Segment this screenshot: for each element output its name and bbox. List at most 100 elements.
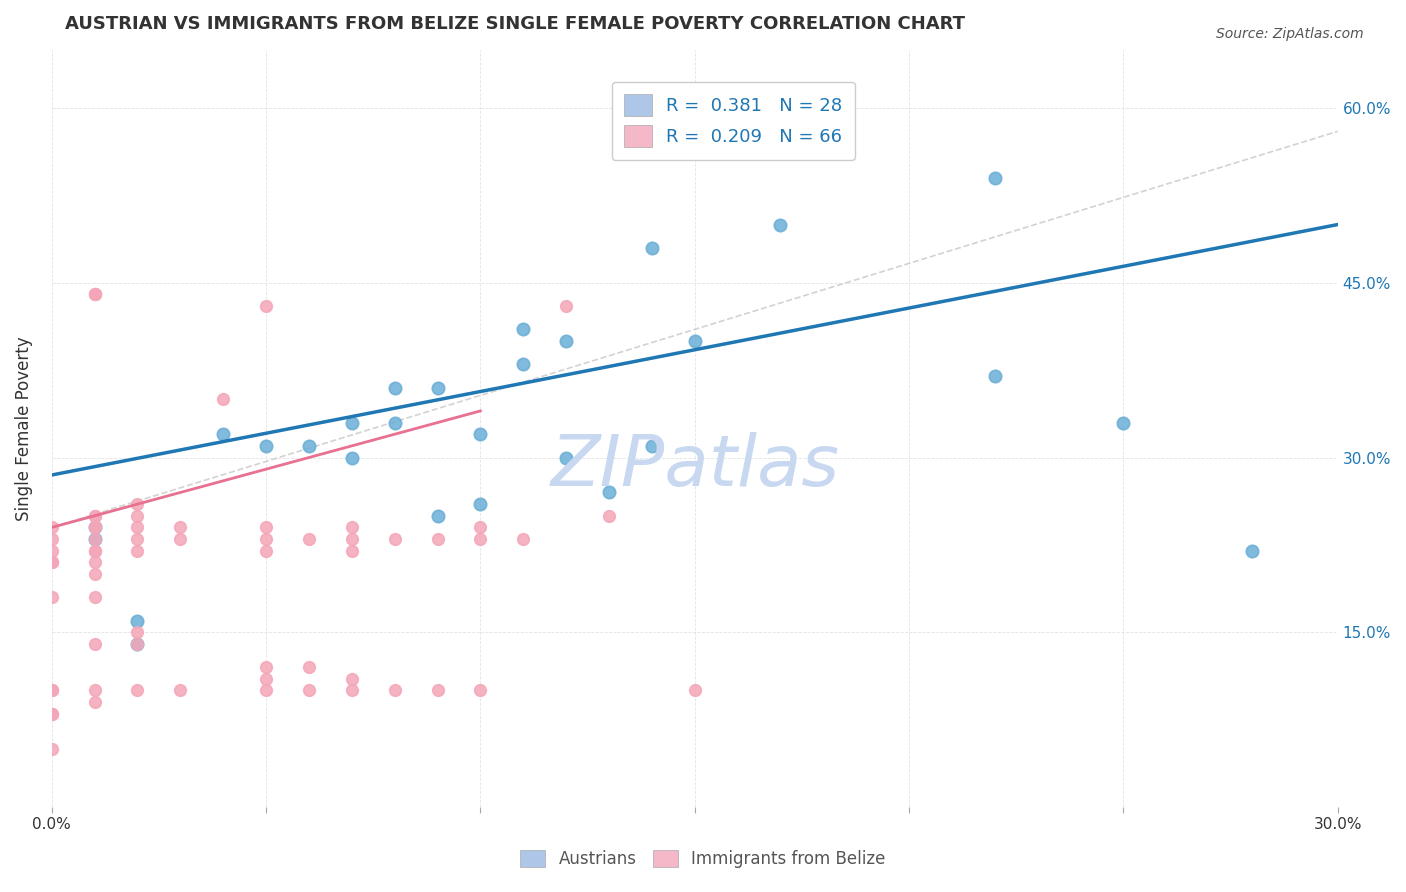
Point: [254, 543, 277, 558]
Point: [470, 683, 492, 698]
Point: [83, 287, 105, 301]
Point: [384, 416, 406, 430]
Point: [83, 287, 105, 301]
Point: [426, 381, 449, 395]
Point: [340, 520, 363, 534]
Point: [169, 520, 191, 534]
Point: [41, 520, 63, 534]
Point: [212, 427, 235, 442]
Point: [384, 381, 406, 395]
Point: [298, 660, 321, 674]
Point: [41, 543, 63, 558]
Point: [470, 497, 492, 511]
Point: [555, 334, 578, 348]
Point: [426, 683, 449, 698]
Y-axis label: Single Female Poverty: Single Female Poverty: [15, 336, 32, 521]
Point: [127, 625, 149, 640]
Text: Source: ZipAtlas.com: Source: ZipAtlas.com: [1216, 27, 1364, 41]
Point: [83, 520, 105, 534]
Point: [340, 532, 363, 546]
Point: [127, 637, 149, 651]
Point: [254, 660, 277, 674]
Point: [384, 532, 406, 546]
Point: [254, 532, 277, 546]
Point: [41, 683, 63, 698]
Point: [83, 287, 105, 301]
Point: [41, 532, 63, 546]
Point: [641, 241, 664, 255]
Point: [41, 741, 63, 756]
Point: [470, 427, 492, 442]
Point: [555, 299, 578, 313]
Point: [384, 683, 406, 698]
Point: [1240, 543, 1263, 558]
Point: [83, 543, 105, 558]
Point: [83, 695, 105, 709]
Text: ZIPatlas: ZIPatlas: [550, 432, 839, 500]
Point: [254, 520, 277, 534]
Point: [83, 520, 105, 534]
Point: [127, 637, 149, 651]
Point: [127, 683, 149, 698]
Point: [340, 683, 363, 698]
Point: [83, 532, 105, 546]
Text: AUSTRIAN VS IMMIGRANTS FROM BELIZE SINGLE FEMALE POVERTY CORRELATION CHART: AUSTRIAN VS IMMIGRANTS FROM BELIZE SINGL…: [65, 15, 965, 33]
Point: [769, 218, 792, 232]
Point: [254, 439, 277, 453]
Point: [83, 532, 105, 546]
Point: [254, 672, 277, 686]
Point: [1112, 416, 1135, 430]
Point: [340, 416, 363, 430]
Point: [127, 543, 149, 558]
Point: [598, 485, 620, 500]
Point: [212, 392, 235, 407]
Point: [298, 683, 321, 698]
Legend: Austrians, Immigrants from Belize: Austrians, Immigrants from Belize: [513, 843, 893, 875]
Point: [641, 439, 664, 453]
Point: [340, 450, 363, 465]
Point: [298, 532, 321, 546]
Point: [41, 591, 63, 605]
Point: [83, 567, 105, 582]
Point: [512, 322, 534, 336]
Point: [127, 520, 149, 534]
Point: [254, 683, 277, 698]
Point: [340, 672, 363, 686]
Point: [41, 555, 63, 569]
Point: [41, 683, 63, 698]
Point: [598, 508, 620, 523]
Point: [127, 532, 149, 546]
Point: [512, 532, 534, 546]
Point: [83, 683, 105, 698]
Point: [683, 334, 706, 348]
Point: [769, 136, 792, 150]
Point: [254, 299, 277, 313]
Point: [683, 683, 706, 698]
Point: [83, 508, 105, 523]
Point: [983, 171, 1005, 186]
Point: [169, 683, 191, 698]
Point: [512, 357, 534, 371]
Point: [169, 532, 191, 546]
Point: [983, 369, 1005, 384]
Point: [340, 543, 363, 558]
Point: [41, 706, 63, 721]
Point: [426, 532, 449, 546]
Point: [41, 706, 63, 721]
Point: [470, 520, 492, 534]
Point: [83, 637, 105, 651]
Point: [470, 532, 492, 546]
Point: [555, 450, 578, 465]
Point: [83, 508, 105, 523]
Point: [83, 543, 105, 558]
Point: [127, 508, 149, 523]
Point: [298, 439, 321, 453]
Legend: R =  0.381   N = 28, R =  0.209   N = 66: R = 0.381 N = 28, R = 0.209 N = 66: [612, 81, 855, 160]
Point: [426, 508, 449, 523]
Point: [41, 555, 63, 569]
Point: [127, 614, 149, 628]
Point: [83, 520, 105, 534]
Point: [127, 497, 149, 511]
Point: [83, 555, 105, 569]
Point: [83, 591, 105, 605]
